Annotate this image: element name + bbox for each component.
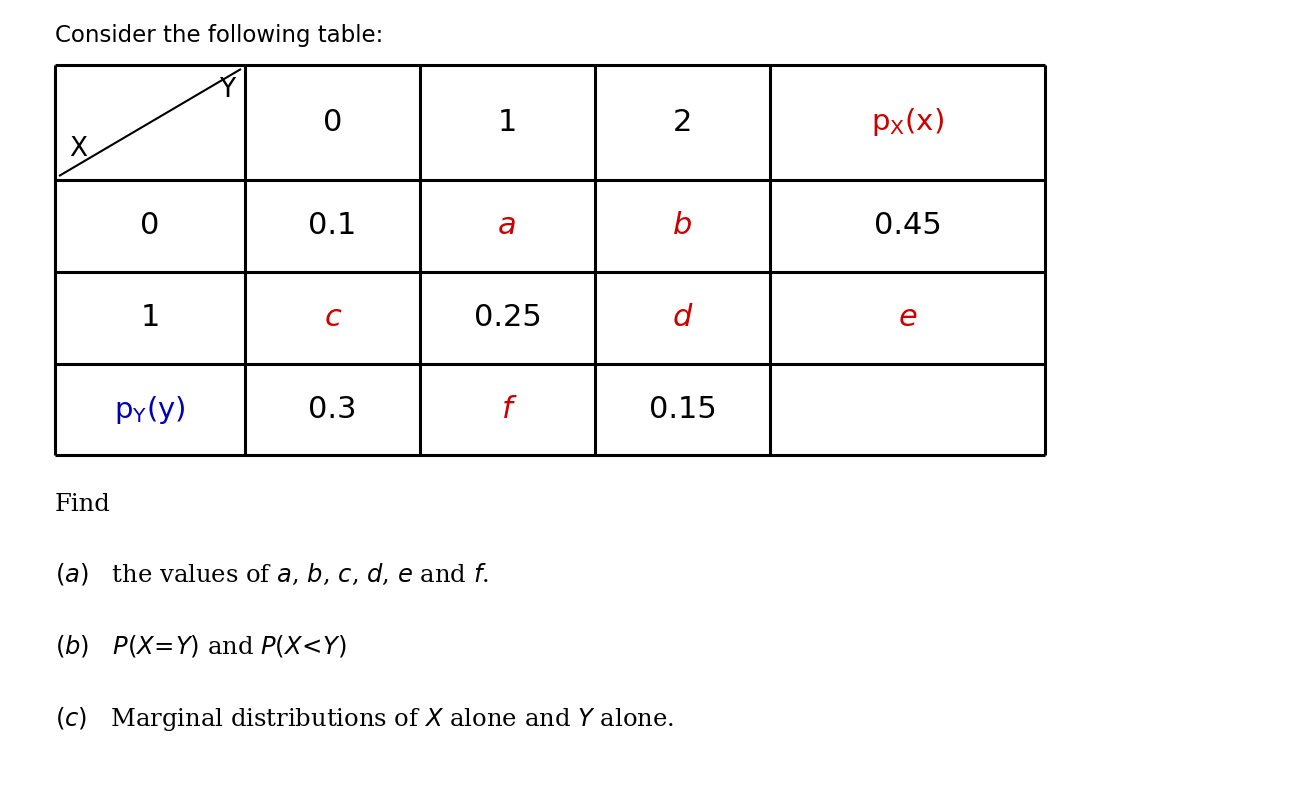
Text: 0.1: 0.1 (308, 212, 357, 241)
Text: f: f (502, 395, 513, 424)
Text: b: b (673, 212, 693, 241)
Text: Consider the following table:: Consider the following table: (55, 24, 383, 47)
Text: 0.15: 0.15 (649, 395, 716, 424)
Text: $(c)$   Marginal distributions of $X$ alone and $Y$ alone.: $(c)$ Marginal distributions of $X$ alon… (55, 705, 673, 733)
Text: 2: 2 (673, 108, 693, 137)
Text: 1: 1 (498, 108, 517, 137)
Text: 0.25: 0.25 (473, 303, 542, 333)
Text: c: c (324, 303, 341, 333)
Text: 0.3: 0.3 (308, 395, 357, 424)
Text: $\mathregular{p_X(x)}$: $\mathregular{p_X(x)}$ (871, 107, 944, 139)
Text: X: X (68, 136, 88, 162)
Text: 0.45: 0.45 (873, 212, 942, 241)
Text: Y: Y (219, 77, 235, 103)
Text: e: e (898, 303, 917, 333)
Text: d: d (673, 303, 693, 333)
Text: 0: 0 (322, 108, 342, 137)
Text: $(a)$   the values of $a$, $b$, $c$, $d$, $e$ and $f$.: $(a)$ the values of $a$, $b$, $c$, $d$, … (55, 561, 489, 587)
Text: 0: 0 (141, 212, 160, 241)
Text: $(b)$   $P(X\!=\!Y)$ and $P(X\!<\!Y)$: $(b)$ $P(X\!=\!Y)$ and $P(X\!<\!Y)$ (55, 633, 347, 659)
Text: Find: Find (55, 493, 111, 516)
Text: 1: 1 (141, 303, 160, 333)
Text: a: a (498, 212, 517, 241)
Text: $\mathregular{p_Y(y)}$: $\mathregular{p_Y(y)}$ (115, 394, 186, 426)
